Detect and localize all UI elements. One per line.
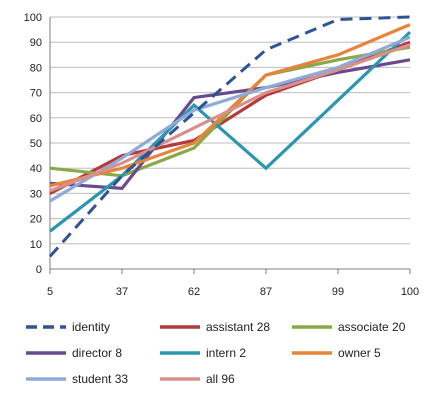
x-tick-label: 62 bbox=[188, 286, 200, 298]
x-tick-label: 100 bbox=[401, 286, 419, 298]
series-line-owner-5 bbox=[49, 23, 411, 188]
legend-label: assistant 28 bbox=[206, 320, 270, 334]
y-tick-label: 70 bbox=[30, 88, 42, 100]
y-tick-label: 0 bbox=[36, 264, 42, 276]
legend-label: all 96 bbox=[206, 372, 235, 386]
y-tick-label: 60 bbox=[30, 113, 42, 125]
y-tick-label: 90 bbox=[30, 37, 42, 49]
y-tick-label: 20 bbox=[30, 214, 42, 226]
y-axis-ticks: 0 10 20 30 40 50 60 70 80 90 100 bbox=[24, 12, 42, 276]
series-line-student-33 bbox=[49, 35, 411, 203]
legend-label: student 33 bbox=[72, 372, 128, 386]
series-lines bbox=[48, 15, 412, 258]
gridlines bbox=[50, 16, 410, 270]
y-tick-label: 30 bbox=[30, 188, 42, 200]
x-tick-label: 87 bbox=[260, 286, 272, 298]
legend-label: identity bbox=[72, 320, 110, 334]
series-line-all-96 bbox=[49, 43, 411, 193]
legend-label: intern 2 bbox=[206, 346, 246, 360]
x-tick-label: 37 bbox=[116, 286, 128, 298]
axes bbox=[49, 17, 410, 270]
y-tick-label: 40 bbox=[30, 163, 42, 175]
legend-label: owner 5 bbox=[338, 346, 381, 360]
y-tick-label: 80 bbox=[30, 62, 42, 74]
legend-label: director 8 bbox=[72, 346, 122, 360]
x-tick-label: 99 bbox=[332, 286, 344, 298]
legend: identity assistant 28 associate 20 director… bbox=[26, 320, 406, 386]
x-tick-label: 5 bbox=[47, 286, 53, 298]
legend-label: associate 20 bbox=[338, 320, 406, 334]
y-tick-label: 50 bbox=[30, 138, 42, 150]
series-line-director-8 bbox=[49, 58, 411, 191]
y-tick-label: 100 bbox=[24, 12, 42, 24]
series-line-identity bbox=[48, 15, 411, 258]
y-tick-label: 10 bbox=[30, 239, 42, 251]
series-line-intern-2 bbox=[49, 30, 412, 233]
x-axis-ticks: 5 37 62 87 99 100 bbox=[47, 269, 419, 298]
